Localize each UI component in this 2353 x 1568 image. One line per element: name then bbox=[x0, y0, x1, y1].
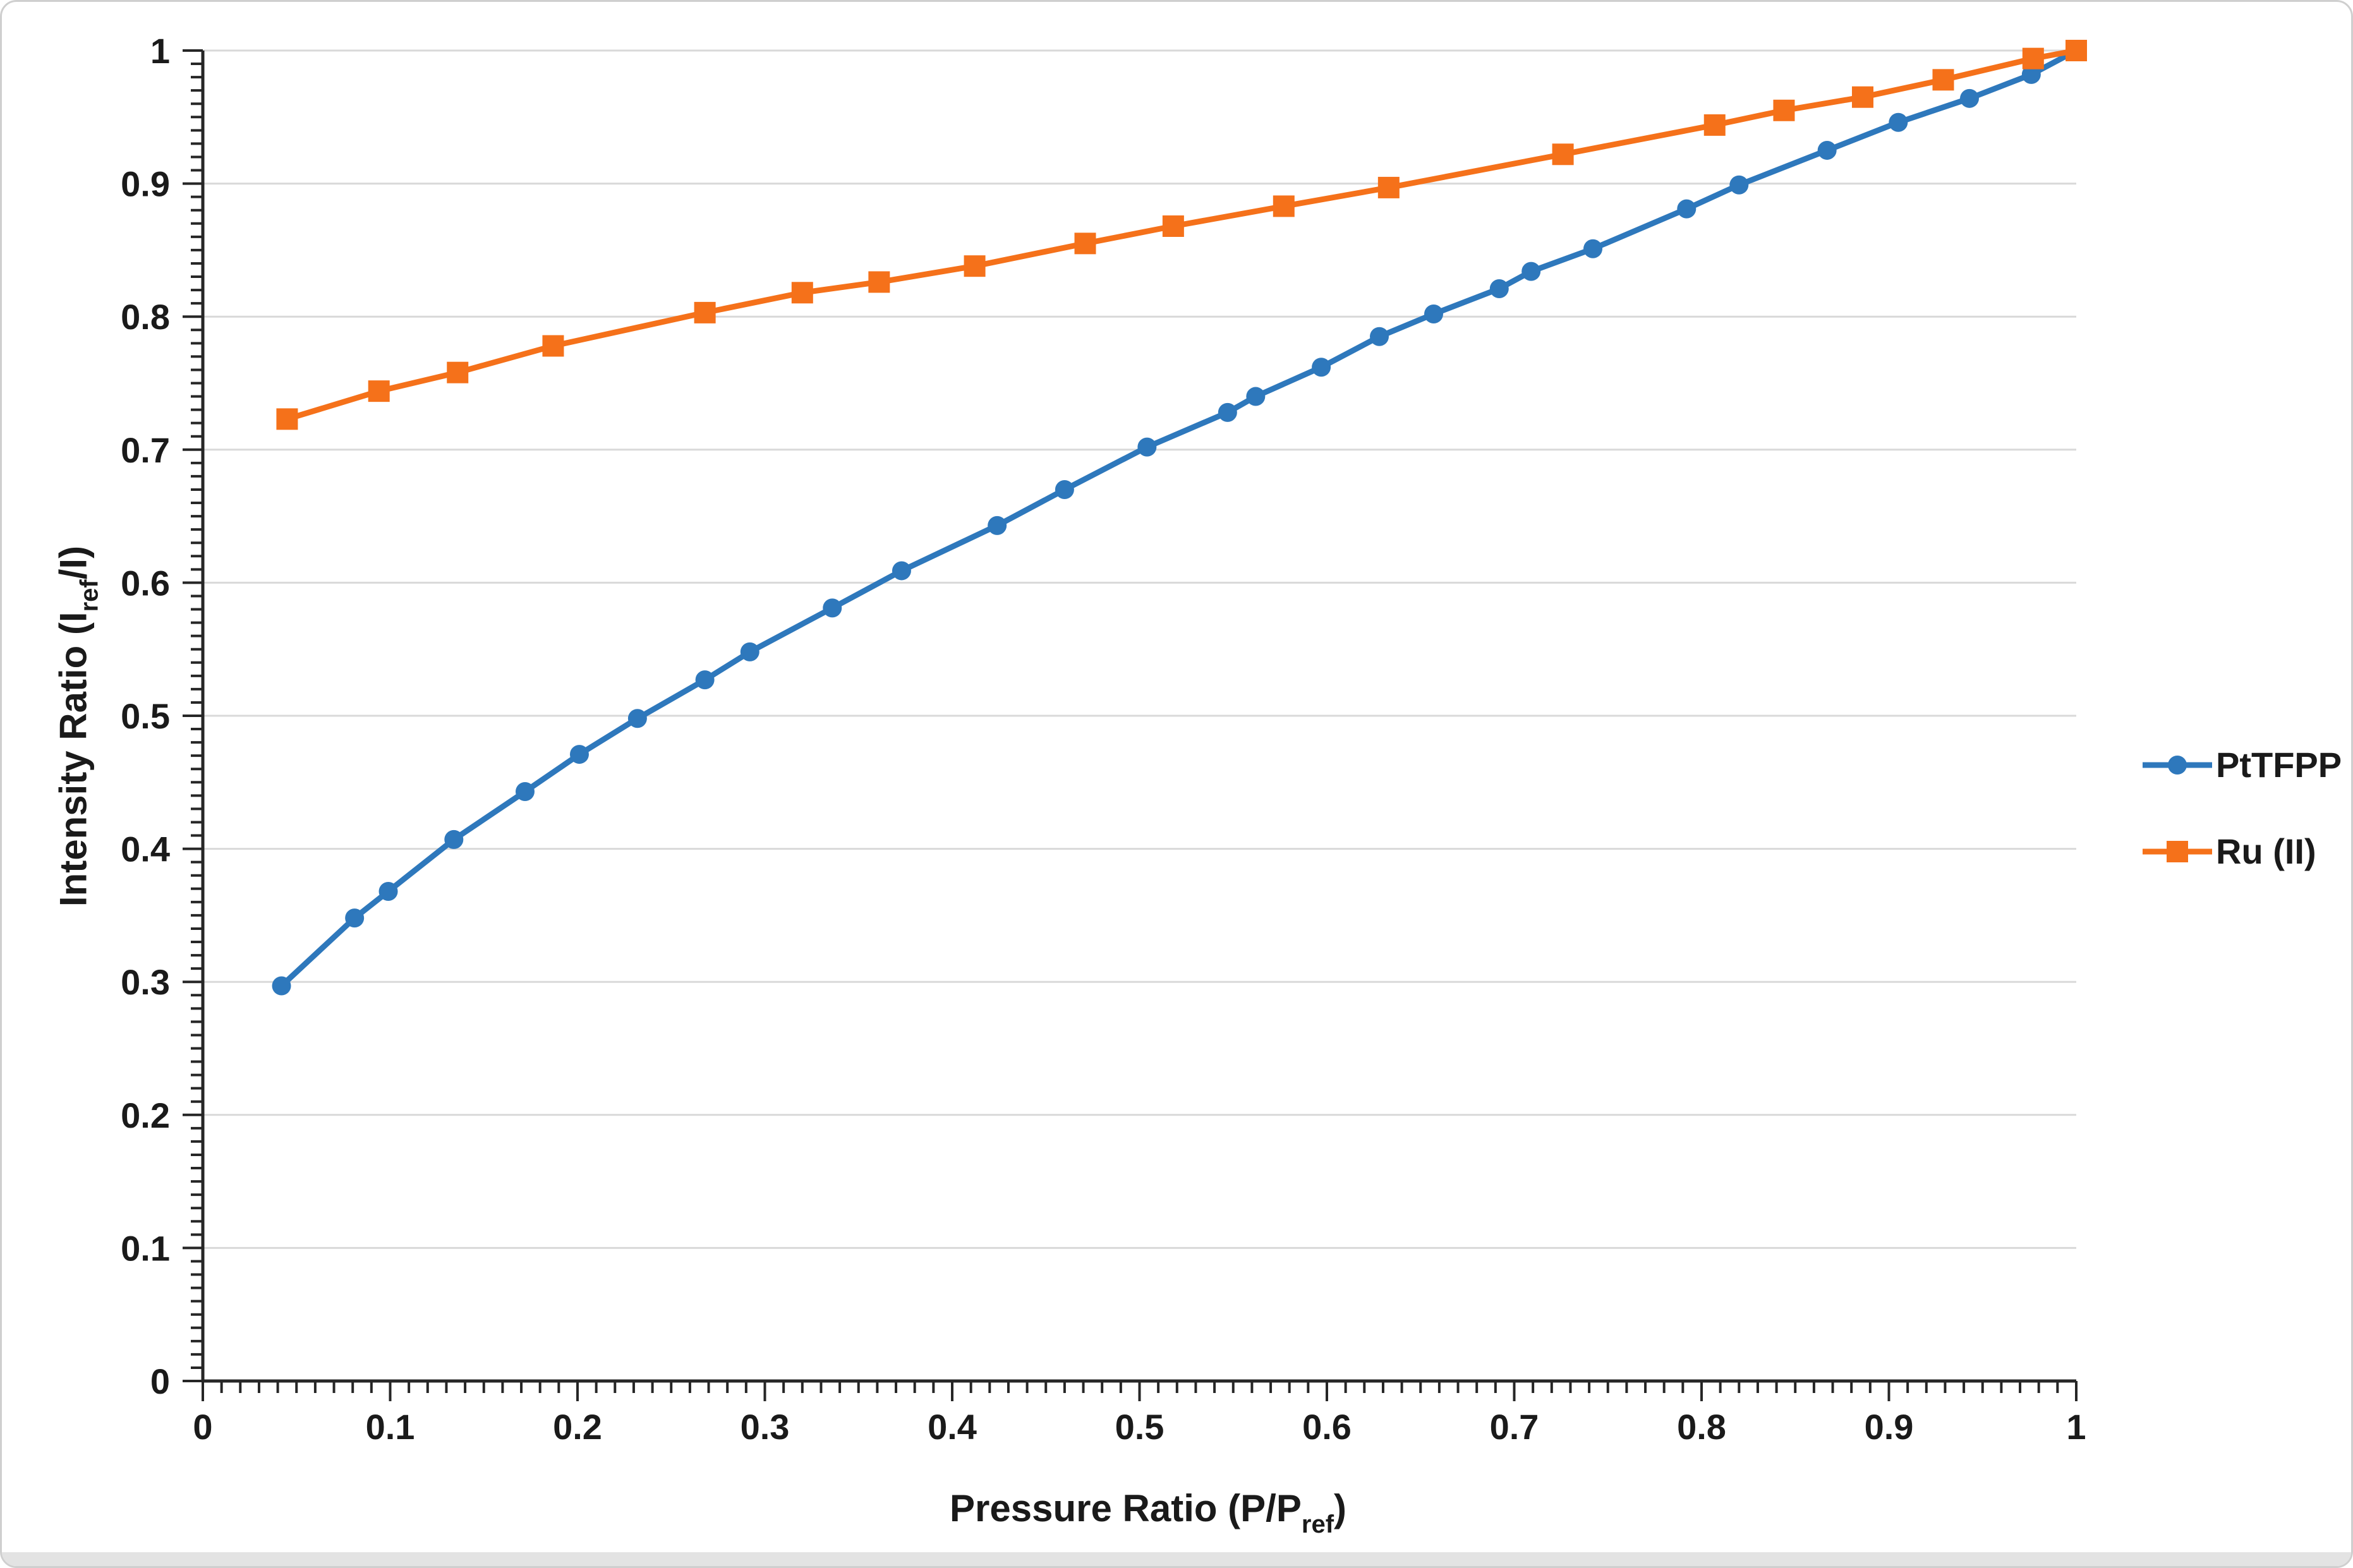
x-tick-label: 0.6 bbox=[1302, 1407, 1352, 1447]
ru-ii-data-point bbox=[868, 271, 890, 293]
x-tick-label: 0.5 bbox=[1115, 1407, 1164, 1447]
pttfpp-data-point bbox=[1817, 140, 1837, 160]
ru-ii-data-point bbox=[1932, 69, 1954, 91]
x-axis-title: Pressure Ratio (P/Pref) bbox=[950, 1487, 1346, 1539]
ru-ii-data-point bbox=[694, 301, 716, 323]
pttfpp-data-point bbox=[1729, 175, 1749, 195]
pttfpp-data-point bbox=[569, 745, 589, 764]
pttfpp-data-point bbox=[823, 598, 842, 618]
pttfpp-data-point bbox=[1583, 239, 1603, 258]
ru-ii-data-point bbox=[1074, 232, 1096, 255]
y-tick-label: 0 bbox=[150, 1361, 170, 1401]
pttfpp-data-point bbox=[515, 782, 535, 802]
pttfpp-data-point bbox=[1677, 199, 1697, 219]
ru-ii-data-point bbox=[791, 282, 813, 304]
pttfpp-data-point bbox=[1055, 479, 1074, 499]
ru-ii-data-point bbox=[1377, 176, 1400, 198]
y-tick-label: 0.8 bbox=[121, 297, 170, 337]
x-tick-label: 0.4 bbox=[928, 1407, 977, 1447]
pttfpp-data-point bbox=[627, 709, 647, 728]
legend-item-pttfpp: PtTFPP bbox=[2143, 744, 2342, 785]
y-tick-label: 0.7 bbox=[121, 430, 170, 470]
y-tick-label: 0.6 bbox=[121, 563, 170, 603]
x-tick-label: 0.7 bbox=[1490, 1407, 1539, 1447]
x-axis-title-subscript: ref bbox=[1301, 1511, 1334, 1538]
pttfpp-data-point bbox=[988, 516, 1007, 535]
pttfpp-data-point bbox=[1521, 262, 1541, 281]
pttfpp-data-point bbox=[1137, 437, 1157, 457]
ru-ii-data-point bbox=[1162, 215, 1184, 237]
y-axis-title-end: /I) bbox=[52, 545, 95, 580]
pttfpp-data-point bbox=[345, 908, 365, 928]
y-tick-label: 0.4 bbox=[121, 829, 170, 869]
ru-ii-data-point bbox=[1703, 114, 1726, 136]
x-axis-title-end: ) bbox=[1334, 1487, 1346, 1529]
x-tick-label: 0.1 bbox=[366, 1407, 415, 1447]
legend: PtTFPP Ru (II) bbox=[2143, 744, 2342, 872]
ru-ii-data-point bbox=[1273, 195, 1295, 217]
pttfpp-data-point bbox=[1959, 88, 1979, 108]
pttfpp-data-point bbox=[892, 561, 911, 581]
legend-label-pttfpp: PtTFPP bbox=[2216, 745, 2342, 785]
pttfpp-data-point bbox=[1370, 327, 1389, 346]
ru-ii-data-point bbox=[1552, 143, 1574, 166]
y-axis-title-main: Intensity Ratio (I bbox=[52, 612, 95, 907]
legend-item-ru-ii: Ru (II) bbox=[2143, 831, 2342, 872]
y-axis-title-subscript: ref bbox=[75, 579, 104, 612]
ru-ii-data-point bbox=[1773, 99, 1795, 121]
x-tick-label: 0.9 bbox=[1865, 1407, 1914, 1447]
x-tick-label: 0.3 bbox=[741, 1407, 790, 1447]
pttfpp-data-point bbox=[1218, 402, 1237, 422]
pttfpp-line bbox=[279, 48, 2078, 988]
pttfpp-data-point bbox=[2021, 64, 2041, 84]
ru-ii-data-point bbox=[276, 408, 298, 430]
x-axis-title-main: Pressure Ratio (P/P bbox=[950, 1487, 1302, 1529]
y-axis-title: Intensity Ratio (Iref/I) bbox=[52, 505, 104, 948]
ru-ii-data-point bbox=[2066, 40, 2087, 61]
ru-ii-data-point bbox=[542, 335, 564, 357]
bottom-strip bbox=[2, 1552, 2351, 1566]
ru-ii-data-point bbox=[2022, 47, 2044, 69]
ru-ii-data-point bbox=[1851, 86, 1873, 108]
ru-ii-data-point bbox=[447, 361, 469, 383]
pttfpp-data-point bbox=[378, 881, 398, 901]
y-tick-label: 0.5 bbox=[121, 696, 170, 736]
pttfpp-series-swatch bbox=[2143, 755, 2212, 775]
ru-ii-data-point bbox=[964, 255, 986, 277]
y-tick-label: 0.9 bbox=[121, 164, 170, 204]
pttfpp-data-point bbox=[1889, 112, 1908, 132]
x-tick-label: 0.2 bbox=[553, 1407, 602, 1447]
pttfpp-data-point bbox=[272, 976, 291, 996]
pttfpp-data-point bbox=[1312, 358, 1331, 377]
pttfpp-data-point bbox=[1489, 279, 1509, 298]
pttfpp-data-point bbox=[695, 670, 715, 690]
y-tick-label: 1 bbox=[150, 31, 170, 71]
x-tick-label: 0 bbox=[193, 1407, 212, 1447]
x-tick-label: 1 bbox=[2066, 1407, 2086, 1447]
pttfpp-data-point bbox=[444, 829, 464, 849]
pttfpp-data-point bbox=[740, 642, 759, 661]
legend-label-ru-ii: Ru (II) bbox=[2216, 831, 2316, 871]
y-tick-label: 0.2 bbox=[121, 1095, 170, 1135]
y-tick-label: 0.1 bbox=[121, 1228, 170, 1268]
pttfpp-data-point bbox=[1424, 304, 1444, 323]
ru-ii-series-swatch bbox=[2143, 840, 2212, 862]
ru-ii-data-point bbox=[368, 380, 390, 402]
x-tick-label: 0.8 bbox=[1677, 1407, 1726, 1447]
pttfpp-data-point bbox=[1246, 387, 1266, 406]
y-tick-label: 0.3 bbox=[121, 962, 170, 1002]
